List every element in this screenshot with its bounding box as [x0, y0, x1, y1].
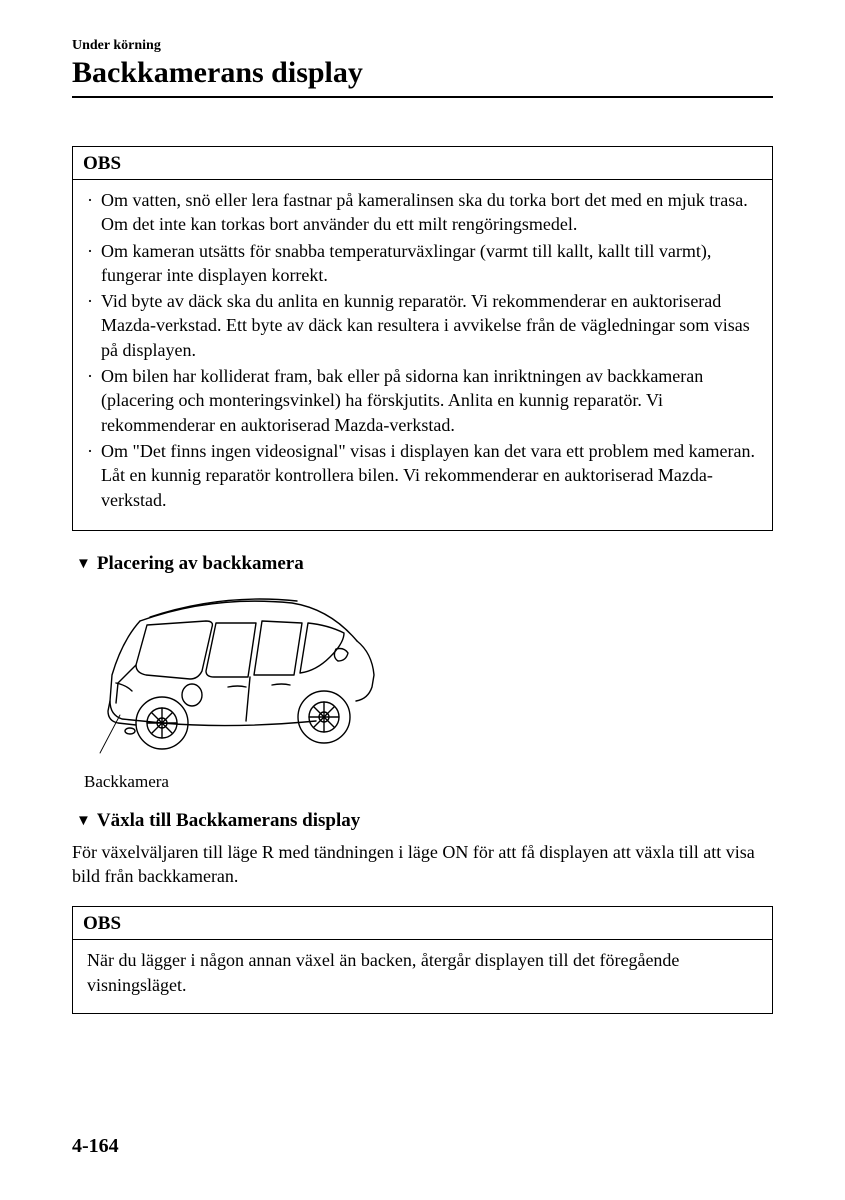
triangle-down-icon: ▼	[76, 556, 91, 573]
title-divider	[72, 96, 773, 98]
body-paragraph: För växelväljaren till läge R med tändni…	[72, 840, 773, 889]
car-illustration-icon	[72, 583, 392, 763]
obs-list: Om vatten, snö eller lera fastnar på kam…	[87, 188, 760, 512]
obs-box-secondary: OBS När du lägger i någon annan växel än…	[72, 906, 773, 1014]
chapter-label: Under körning	[72, 38, 773, 54]
subheading-text: Växla till Backkamerans display	[97, 810, 360, 831]
obs-box-primary: OBS Om vatten, snö eller lera fastnar på…	[72, 146, 773, 531]
page-title: Backkamerans display	[72, 56, 773, 90]
subheading-placement: ▼ Placering av backkamera	[76, 553, 773, 575]
car-figure	[72, 583, 773, 768]
obs-body: Om vatten, snö eller lera fastnar på kam…	[73, 180, 772, 530]
obs-list-item: Om kameran utsätts för snabba temperatur…	[87, 239, 760, 288]
obs-list-item: Om "Det finns ingen videosignal" visas i…	[87, 439, 760, 512]
obs-list-item: Vid byte av däck ska du anlita en kunnig…	[87, 289, 760, 362]
obs-body: När du lägger i någon annan växel än bac…	[73, 940, 772, 1013]
subheading-text: Placering av backkamera	[97, 553, 304, 574]
subheading-switch: ▼ Växla till Backkamerans display	[76, 810, 773, 832]
obs-list-item: Om bilen har kolliderat fram, bak eller …	[87, 364, 760, 437]
figure-caption: Backkamera	[84, 772, 773, 792]
page-number: 4-164	[72, 1135, 119, 1158]
obs-heading: OBS	[73, 907, 772, 940]
obs-body-text: När du lägger i någon annan växel än bac…	[87, 948, 760, 997]
triangle-down-icon: ▼	[76, 813, 91, 830]
obs-list-item: Om vatten, snö eller lera fastnar på kam…	[87, 188, 760, 237]
obs-heading: OBS	[73, 147, 772, 180]
